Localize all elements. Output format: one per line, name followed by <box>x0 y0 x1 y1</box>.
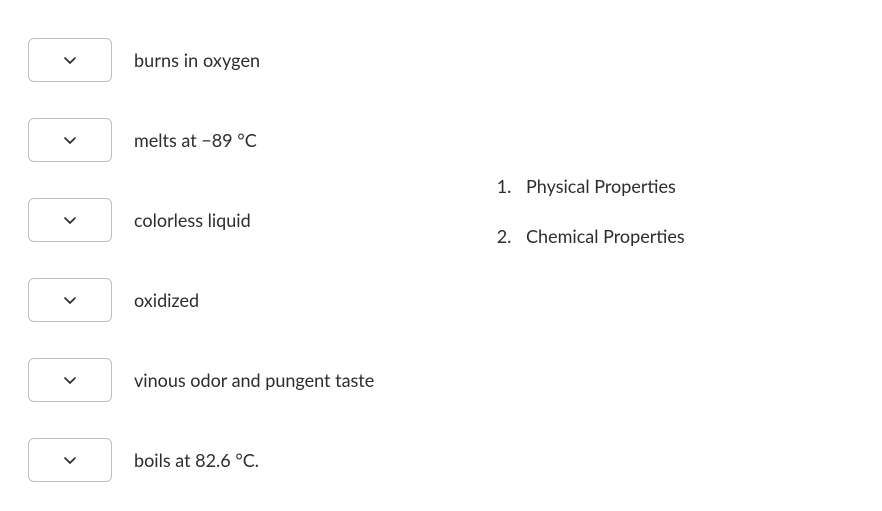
matching-row: colorless liquid <box>28 180 430 260</box>
chevron-down-icon <box>63 453 77 467</box>
answer-key-list: Physical Properties Chemical Properties <box>492 175 882 247</box>
matching-row: oxidized <box>28 260 430 340</box>
answer-label: Chemical Properties <box>526 225 685 247</box>
answer-dropdown[interactable] <box>28 198 112 242</box>
matching-row: boils at 82.6 °C. <box>28 420 430 500</box>
item-label: vinous odor and pungent taste <box>134 368 374 392</box>
chevron-down-icon <box>63 373 77 387</box>
matching-row: melts at −89 °C <box>28 100 430 180</box>
matching-row: burns in oxygen <box>28 20 430 100</box>
chevron-down-icon <box>63 133 77 147</box>
chevron-down-icon <box>63 293 77 307</box>
item-label: boils at 82.6 °C. <box>134 448 259 472</box>
answer-label: Physical Properties <box>526 175 676 197</box>
matching-row: vinous odor and pungent taste <box>28 340 430 420</box>
answer-dropdown[interactable] <box>28 358 112 402</box>
answer-key-item: Chemical Properties <box>516 225 882 247</box>
answers-column: Physical Properties Chemical Properties <box>430 20 882 511</box>
answer-dropdown[interactable] <box>28 438 112 482</box>
item-label: oxidized <box>134 288 199 312</box>
items-column: burns in oxygen melts at −89 °C colorles… <box>0 20 430 511</box>
chevron-down-icon <box>63 53 77 67</box>
item-label: colorless liquid <box>134 208 251 232</box>
answer-dropdown[interactable] <box>28 38 112 82</box>
item-label: burns in oxygen <box>134 48 260 72</box>
matching-question: burns in oxygen melts at −89 °C colorles… <box>0 0 882 511</box>
item-label: melts at −89 °C <box>134 128 257 152</box>
chevron-down-icon <box>63 213 77 227</box>
answer-dropdown[interactable] <box>28 278 112 322</box>
answer-key-item: Physical Properties <box>516 175 882 197</box>
answer-dropdown[interactable] <box>28 118 112 162</box>
